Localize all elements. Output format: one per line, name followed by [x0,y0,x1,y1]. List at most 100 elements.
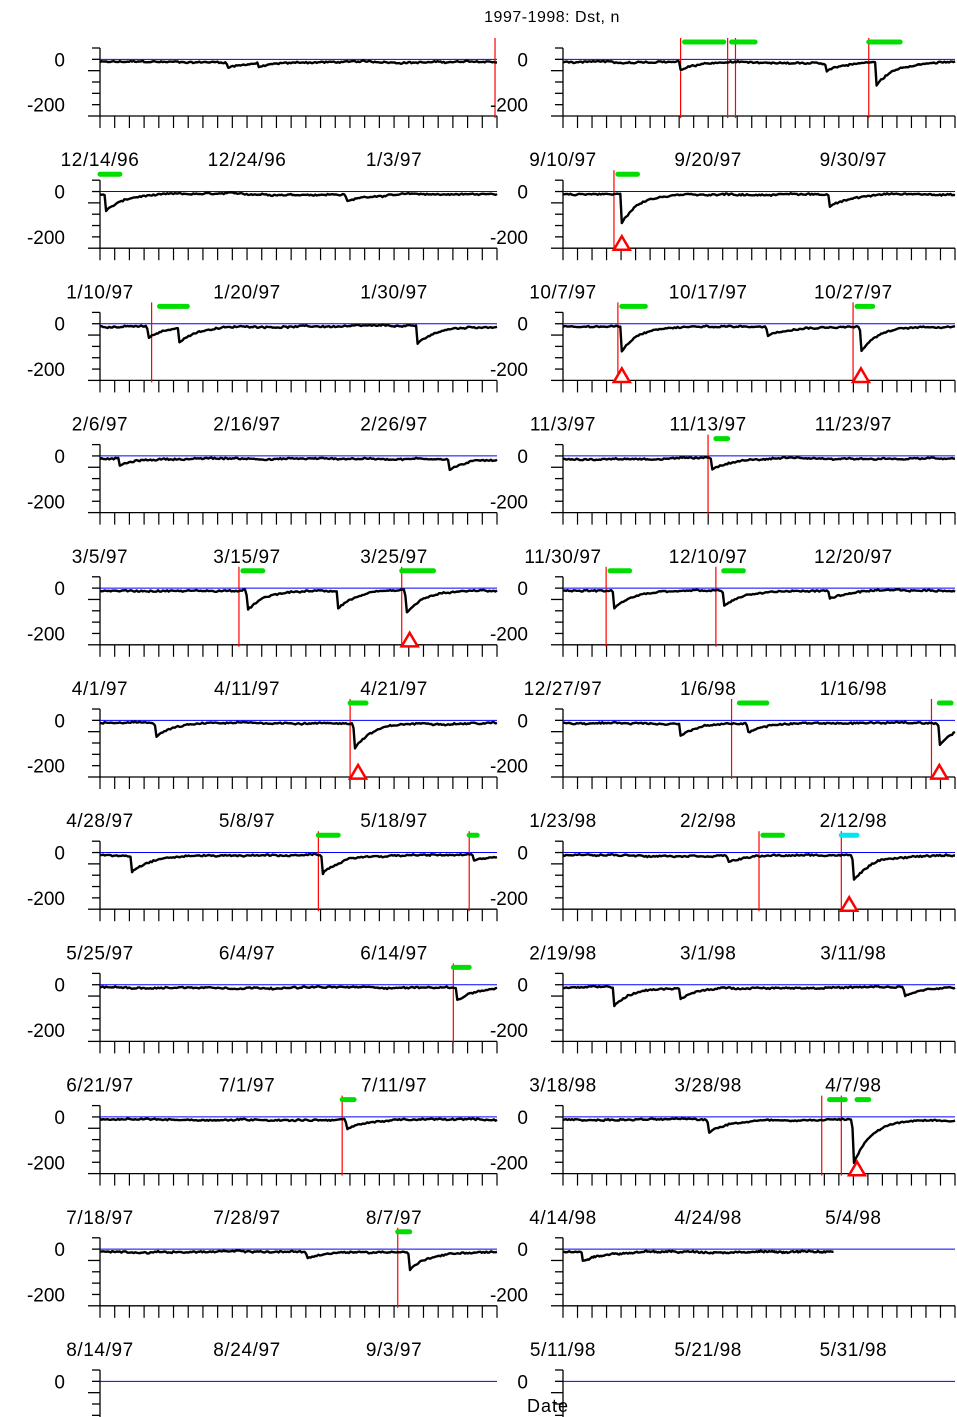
date-label: 12/20/97 [814,547,893,568]
y-tick-label: -200 [27,624,65,645]
date-label: 3/15/97 [213,547,281,568]
date-label: 4/28/97 [66,811,134,832]
panel-left-3: 0 -200 2/6/97 2/16/97 2/26/97 [27,415,498,525]
y-tick-label: 0 [517,315,528,336]
dst-series-line [99,720,498,750]
panel-right-6: 0 -200 1/23/98 2/2/98 2/12/98 [490,811,956,922]
date-label: 11/30/97 [524,547,601,568]
date-label: 2/16/97 [213,415,281,436]
date-label: 3/5/97 [72,547,128,568]
y-tick-label: -200 [27,1285,65,1306]
x-axis-title: Date [527,1396,569,1416]
date-label: 5/18/97 [360,811,428,832]
y-tick-label: -200 [27,360,65,381]
y-tick-label: 0 [54,976,65,997]
date-label: 12/10/97 [669,547,748,568]
panel-right-4: 0 -200 11/30/97 12/10/97 12/20/97 [490,547,956,657]
panel-left-4: 0 -200 3/5/97 3/15/97 3/25/97 [27,547,498,657]
y-tick-label: 0 [517,579,528,600]
dst-series-line [562,324,956,353]
y-tick-label: -200 [490,360,528,381]
date-label: 8/14/97 [66,1340,134,1361]
date-label: 6/14/97 [360,943,428,964]
date-label: 10/17/97 [669,282,748,303]
panel-left-5: 0 -200 4/1/97 4/11/97 4/21/97 [27,679,498,789]
dst-series-line [99,1117,498,1131]
date-label: 1/10/97 [66,282,134,303]
y-tick-label: -200 [490,1285,528,1306]
date-label: 10/7/97 [529,282,597,303]
date-label: 8/24/97 [213,1340,281,1361]
event-triangle-marker [850,365,872,384]
date-label: 8/7/97 [366,1208,422,1229]
date-label: 11/3/97 [530,415,596,436]
dst-series-line [100,1249,498,1272]
date-label: 12/24/96 [208,150,287,171]
date-label: 7/11/97 [361,1076,427,1097]
y-tick-label: 0 [54,844,65,865]
y-tick-label: 0 [517,50,528,71]
date-label: 1/6/98 [680,679,736,700]
date-label: 4/7/98 [825,1076,881,1097]
date-label: 11/13/97 [670,415,747,436]
date-label: 9/30/97 [820,150,888,171]
y-tick-label: 0 [517,1372,528,1393]
panel-right-3: 0 -200 11/3/97 11/13/97 11/23/97 [490,415,956,525]
event-triangle-marker [611,365,632,384]
y-tick-label: 0 [54,315,65,336]
event-triangle-marker [846,1159,868,1177]
date-label: 5/31/98 [820,1340,888,1361]
panel-right-7: 0 -200 2/19/98 3/1/98 3/11/98 [490,943,956,1054]
y-tick-label: 0 [54,579,65,600]
date-label: 5/21/98 [674,1340,742,1361]
y-tick-label: 0 [54,50,65,71]
date-label: 2/12/98 [820,811,888,832]
dst-series-line [99,59,498,70]
dst-series-line [99,456,498,472]
y-tick-label: -200 [27,1153,65,1174]
date-label: 6/21/97 [66,1076,134,1097]
panel-right-8: 0 -200 3/18/98 3/28/98 4/7/98 [490,1076,956,1186]
dst-series-line [562,853,955,881]
y-tick-label: 0 [517,183,528,204]
panel-left-0: 0 -200 [27,38,498,128]
date-label: 3/25/97 [360,547,428,568]
date-label: 7/1/97 [219,1076,275,1097]
y-tick-label: 0 [54,183,65,204]
event-triangle-marker [399,630,420,648]
y-tick-label: -200 [27,757,65,778]
event-triangle-marker [611,233,632,252]
date-label: 2/2/98 [680,811,736,832]
panel-right-2: 0 -200 10/7/97 10/17/97 10/27/97 [490,282,956,393]
y-tick-label: -200 [490,228,528,249]
date-label: 9/20/97 [674,150,742,171]
dst-series-line [562,984,956,1008]
panel-right-9: 0 -200 4/14/98 4/24/98 5/4/98 [490,1208,956,1318]
y-tick-label: -200 [27,96,65,117]
date-label: 4/11/97 [214,679,280,700]
date-label: 3/28/98 [674,1076,742,1097]
dst-series-line [562,1249,834,1263]
date-label: 1/20/97 [213,282,281,303]
date-label: 1/16/98 [820,679,888,700]
y-tick-label: 0 [54,447,65,468]
dst-series-line [99,985,498,1001]
date-label: 3/11/98 [820,943,886,964]
event-triangle-marker [347,762,369,780]
y-tick-label: 0 [517,447,528,468]
date-label: 12/27/97 [524,679,603,700]
panel-right-5: 0 -200 12/27/97 1/6/98 1/16/98 [490,679,956,789]
y-tick-label: 0 [517,1108,528,1129]
y-tick-label: -200 [27,228,65,249]
y-tick-label: 0 [54,1240,65,1261]
date-label: 4/14/98 [529,1208,597,1229]
event-triangle-marker [838,894,860,913]
dst-series-line [562,191,956,225]
date-label: 1/3/97 [366,150,422,171]
date-label: 4/21/97 [360,679,428,700]
dst-series-line [562,1116,956,1165]
date-label: 2/26/97 [360,415,428,436]
event-triangle-marker [929,762,950,780]
dst-series-line [562,59,956,87]
